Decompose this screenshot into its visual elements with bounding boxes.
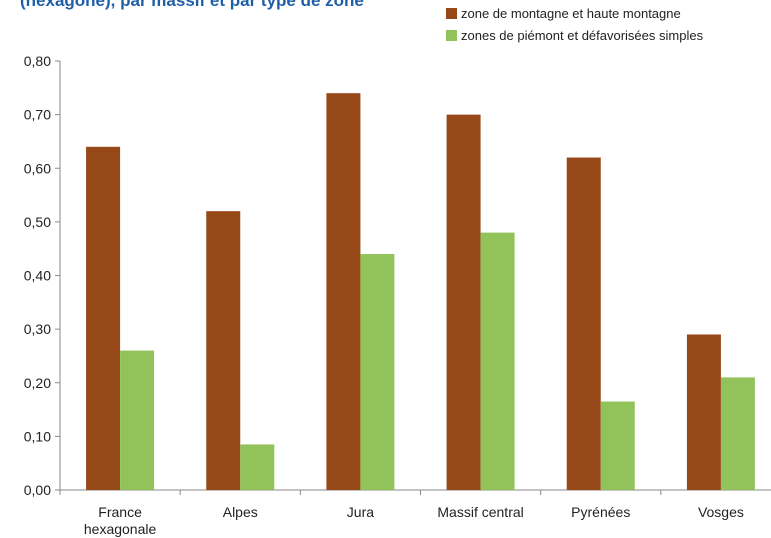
- bar-piemont: [600, 401, 635, 490]
- y-tick-label: 0,80: [24, 53, 51, 69]
- y-tick-label: 0,10: [24, 428, 51, 444]
- legend-swatch: [446, 30, 457, 41]
- bar-piemont: [360, 254, 395, 490]
- x-category-label: France: [98, 504, 142, 520]
- x-category-label: Alpes: [223, 504, 258, 520]
- bar-piemont: [120, 350, 155, 490]
- legend-swatch: [446, 8, 457, 19]
- y-tick-label: 0,30: [24, 321, 51, 337]
- y-tick-label: 0,70: [24, 107, 51, 123]
- bar-montagne: [206, 211, 241, 490]
- bar-montagne: [326, 93, 361, 491]
- y-tick-label: 0,60: [24, 160, 51, 176]
- y-tick-label: 0,20: [24, 375, 51, 391]
- bar-montagne: [86, 146, 121, 491]
- bar-montagne: [446, 114, 481, 490]
- legend-label: zones de piémont et défavorisées simples: [461, 28, 704, 43]
- x-category-label: hexagonale: [84, 521, 157, 537]
- bar-montagne: [686, 334, 721, 490]
- bar-montagne: [566, 157, 601, 490]
- x-category-label: Pyrénées: [571, 504, 630, 520]
- x-category-label: Vosges: [698, 504, 744, 520]
- x-category-label: Jura: [347, 504, 374, 520]
- x-category-label: Massif central: [437, 504, 523, 520]
- y-tick-label: 0,40: [24, 268, 51, 284]
- bar-piemont: [720, 377, 755, 490]
- bar-piemont: [240, 444, 275, 490]
- bar-piemont: [480, 232, 515, 490]
- legend-label: zone de montagne et haute montagne: [461, 6, 681, 21]
- chart-title: (hexagone), par massif et par type de zo…: [20, 0, 364, 10]
- y-tick-label: 0,50: [24, 214, 51, 230]
- y-tick-label: 0,00: [24, 482, 51, 498]
